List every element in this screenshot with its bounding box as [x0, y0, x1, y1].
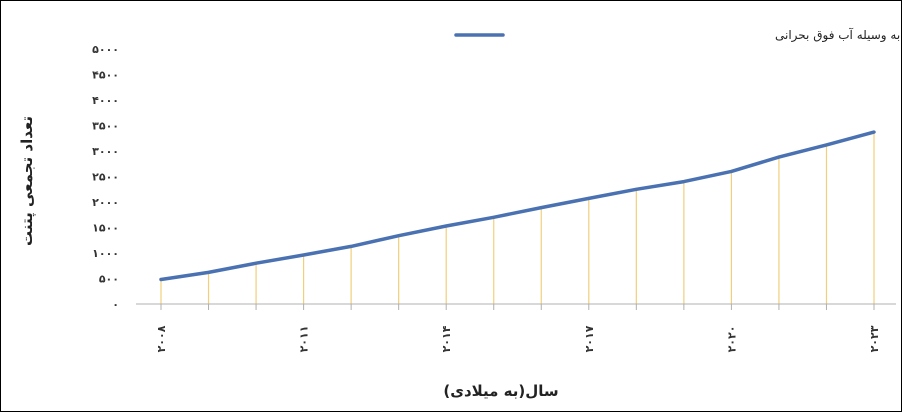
y-tick-labels: ۰ ۵۰۰ ۱۰۰۰ ۱۵۰۰ ۲۰۰۰ ۲۵۰۰ ۳۰۰۰ ۳۵۰۰ ۴۰۰۰ ۴۵۰۰ ۵۰۰۰ — [92, 43, 119, 311]
y-tick-label: ۱۵۰۰ — [92, 222, 119, 235]
y-tick-label: ۵۰۰۰ — [92, 43, 119, 56]
series-line — [159, 130, 876, 282]
x-tick-label: ۲۰۱۱ — [298, 326, 311, 353]
x-tick-label: ۲۰۰۸ — [155, 325, 168, 352]
x-tick-label: ۲۰۱۷ — [583, 325, 596, 352]
series-lines — [159, 130, 876, 282]
drop-lines — [160, 132, 875, 304]
x-tick-label: ۲۰۲۳ — [868, 325, 881, 352]
y-tick-label: ۲۰۰۰ — [92, 196, 119, 209]
y-tick-label: ۰ — [112, 298, 119, 311]
axes — [136, 303, 896, 310]
x-tick-labels: ۲۰۰۸ ۲۰۱۱ ۲۰۱۴ ۲۰۱۷ ۲۰۲۰ ۲۰۲۳ — [155, 325, 881, 352]
y-tick-label: ۳۰۰۰ — [92, 145, 119, 158]
y-tick-label: ۵۰۰ — [99, 273, 119, 286]
x-tick-label: ۲۰۱۴ — [440, 325, 453, 352]
y-tick-label: ۴۵۰۰ — [92, 69, 119, 82]
legend-label: گازی سازی به وسیله آب فوق بحرانی — [775, 27, 901, 43]
y-axis-title: تعداد تجمعی پتنت — [18, 116, 37, 246]
legend: گازی سازی به وسیله آب فوق بحرانی — [454, 27, 901, 43]
x-tick-label: ۲۰۲۰ — [725, 326, 738, 353]
y-tick-label: ۳۵۰۰ — [92, 120, 119, 133]
x-axis-title: سال(به میلادی) — [443, 382, 558, 400]
y-tick-label: ۲۵۰۰ — [92, 171, 119, 184]
y-tick-label: ۴۰۰۰ — [92, 94, 119, 107]
y-tick-label: ۱۰۰۰ — [92, 247, 119, 260]
